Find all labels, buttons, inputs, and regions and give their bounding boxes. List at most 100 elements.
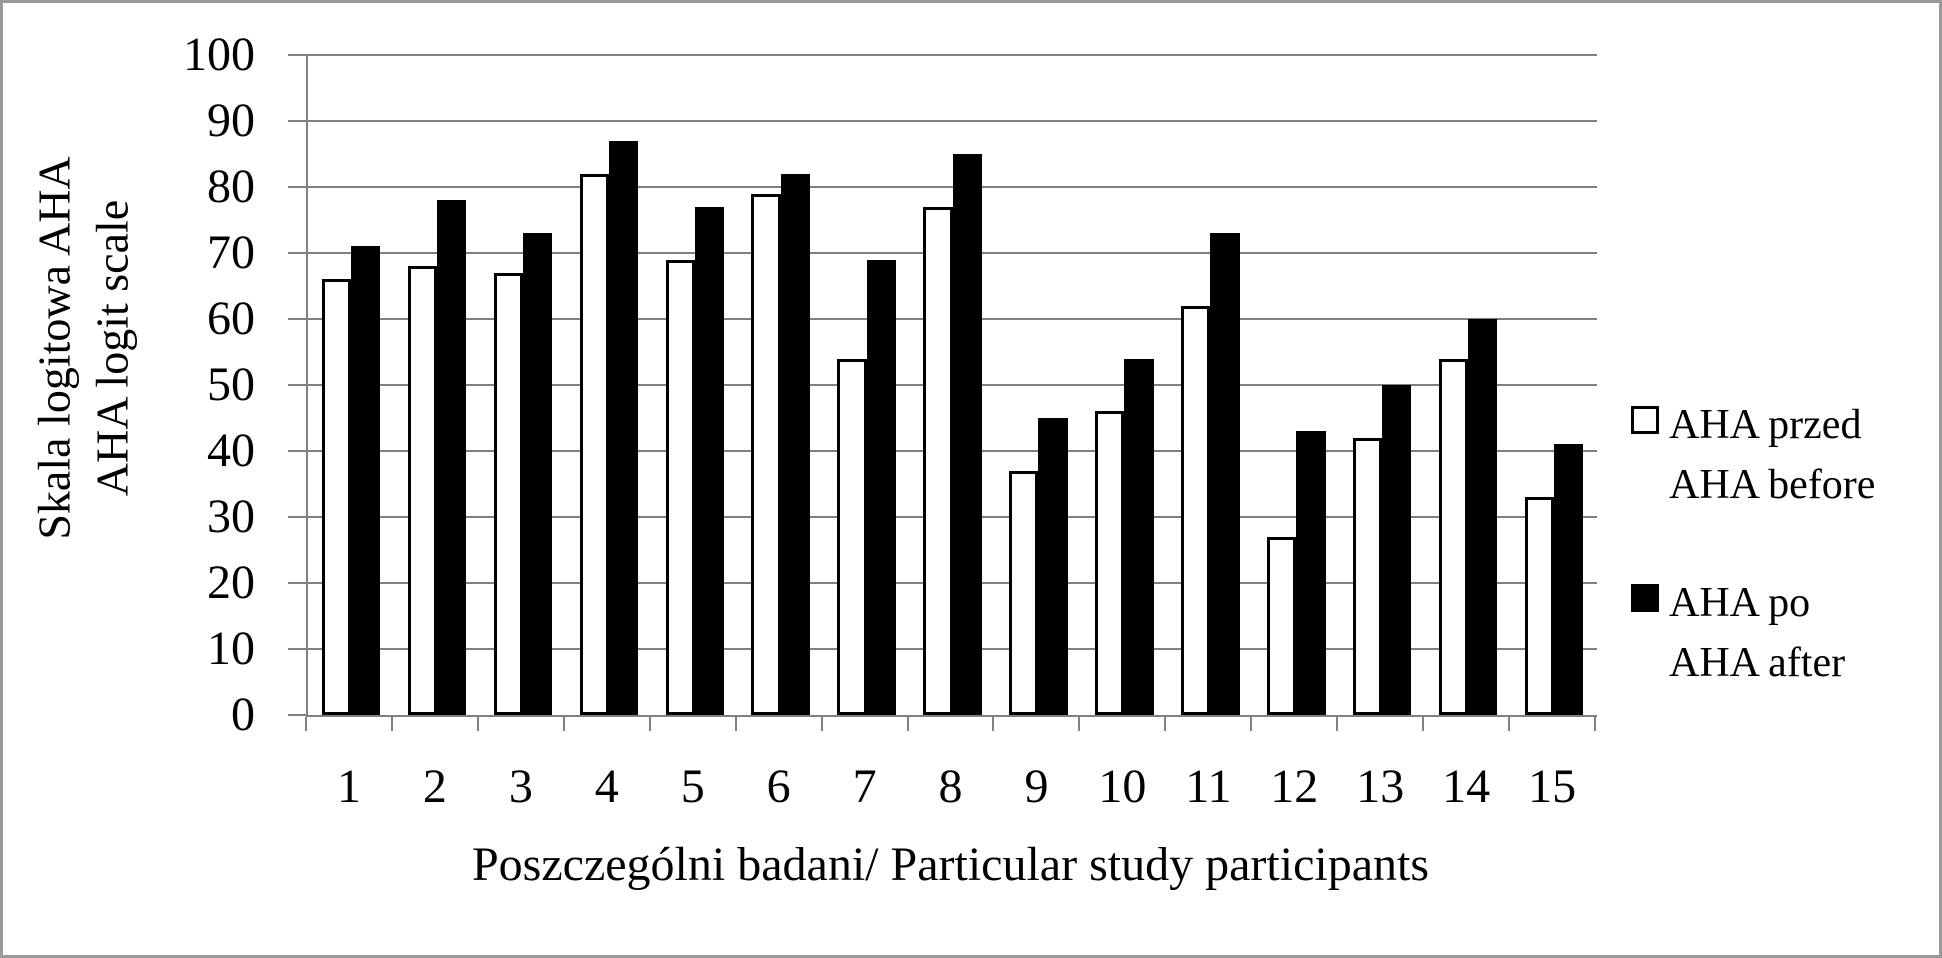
- bar-after-participant-12: [1296, 431, 1326, 715]
- bar-after-participant-15: [1554, 444, 1584, 715]
- y-tick-label-30: 30: [207, 490, 255, 543]
- x-tick-15: [1594, 717, 1596, 731]
- x-tick-label-9: 9: [1024, 760, 1049, 813]
- bar-before-participant-10: [1095, 411, 1125, 715]
- y-tick-10: [288, 648, 308, 650]
- x-tick-1: [390, 717, 393, 731]
- x-tick-label-11: 11: [1185, 760, 1232, 813]
- y-tick-label-70: 70: [207, 226, 255, 279]
- bar-after-participant-2: [436, 200, 467, 715]
- x-tick-11: [1250, 717, 1253, 731]
- legend-label-before: AHA przed AHA before: [1669, 395, 1875, 515]
- bars-row: [308, 55, 1597, 715]
- y-tick-90: [288, 120, 308, 122]
- bar-slot-11: [1167, 55, 1253, 715]
- x-tick-label-10: 10: [1098, 760, 1147, 813]
- bar-slot-9: [996, 55, 1082, 715]
- legend-swatch-after: [1631, 584, 1659, 612]
- x-axis-ticks: [305, 717, 1596, 733]
- x-tick-label-5: 5: [680, 760, 705, 813]
- x-tick-label-4: 4: [594, 760, 619, 813]
- x-tick-label-1: 1: [336, 760, 361, 813]
- x-tick-14: [1508, 717, 1511, 731]
- bar-before-participant-1: [321, 279, 351, 715]
- bar-slot-8: [910, 55, 996, 715]
- bar-before-participant-8: [923, 206, 953, 715]
- bar-slot-1: [308, 55, 394, 715]
- y-tick-0: [288, 714, 308, 716]
- y-tick-label-50: 50: [207, 358, 255, 411]
- bar-slot-13: [1339, 55, 1425, 715]
- bar-after-participant-7: [866, 259, 896, 715]
- y-tick-20: [288, 582, 308, 584]
- x-tick-label-15: 15: [1528, 760, 1577, 813]
- bar-slot-4: [566, 55, 652, 715]
- bar-slot-10: [1081, 55, 1167, 715]
- x-tick-2: [476, 717, 479, 731]
- x-tick-label-14: 14: [1442, 760, 1491, 813]
- y-tick-label-60: 60: [207, 292, 255, 345]
- bar-after-participant-8: [952, 154, 982, 715]
- legend-label-before-line-1: AHA przed: [1669, 402, 1862, 448]
- bar-after-participant-5: [694, 206, 724, 715]
- legend-entry-after: AHA po AHA after: [1631, 573, 1931, 693]
- bar-slot-5: [652, 55, 738, 715]
- x-tick-label-13: 13: [1356, 760, 1405, 813]
- bar-slot-7: [824, 55, 910, 715]
- y-tick-100: [288, 54, 308, 56]
- bar-slot-2: [394, 55, 480, 715]
- chart-legend: AHA przed AHA before AHA po AHA after: [1631, 395, 1931, 751]
- bar-after-participant-9: [1038, 418, 1068, 715]
- bar-slot-14: [1425, 55, 1511, 715]
- bar-after-participant-10: [1124, 358, 1154, 715]
- y-tick-60: [288, 318, 308, 320]
- bar-slot-6: [738, 55, 824, 715]
- y-tick-label-10: 10: [207, 622, 255, 675]
- bar-after-participant-3: [522, 233, 553, 715]
- x-tick-9: [1078, 717, 1081, 731]
- bar-before-participant-2: [407, 266, 437, 715]
- bar-before-participant-14: [1438, 358, 1469, 715]
- y-tick-label-40: 40: [207, 424, 255, 477]
- bar-before-participant-7: [837, 358, 867, 715]
- x-tick-label-3: 3: [508, 760, 533, 813]
- x-tick-5: [734, 717, 737, 731]
- y-axis-tick-labels: 0 10 20 30 40 50 60 70 80 90 100: [123, 3, 273, 955]
- legend-entry-before: AHA przed AHA before: [1631, 395, 1931, 515]
- bar-before-participant-15: [1524, 497, 1555, 715]
- x-tick-13: [1422, 717, 1425, 731]
- bar-slot-3: [480, 55, 566, 715]
- bar-before-participant-13: [1353, 437, 1383, 715]
- x-tick-label-2: 2: [422, 760, 447, 813]
- y-tick-80: [288, 186, 308, 188]
- y-tick-40: [288, 450, 308, 452]
- x-tick-12: [1336, 717, 1339, 731]
- y-tick-label-100: 100: [183, 28, 255, 81]
- bar-before-participant-4: [579, 173, 609, 715]
- gridline-80: [308, 186, 1597, 188]
- bar-after-participant-13: [1382, 385, 1412, 715]
- bar-after-participant-6: [780, 173, 810, 715]
- legend-label-after: AHA po AHA after: [1669, 573, 1845, 693]
- bar-before-participant-12: [1267, 536, 1297, 715]
- y-axis-title-line-1: Skala logitowa AHA: [28, 156, 80, 540]
- y-tick-label-0: 0: [231, 688, 255, 741]
- x-axis-title: Poszczególni badani/ Particular study pa…: [471, 838, 1430, 891]
- y-tick-30: [288, 516, 308, 518]
- x-tick-label-8: 8: [938, 760, 963, 813]
- legend-swatch-before: [1631, 406, 1659, 434]
- y-tick-label-90: 90: [207, 94, 255, 147]
- x-tick-label-7: 7: [852, 760, 877, 813]
- x-tick-4: [648, 717, 651, 731]
- legend-label-before-line-2: AHA before: [1669, 462, 1876, 508]
- x-tick-label-12: 12: [1270, 760, 1319, 813]
- x-tick-3: [562, 717, 565, 731]
- bar-after-participant-14: [1468, 319, 1498, 715]
- y-tick-70: [288, 252, 308, 254]
- bar-before-participant-11: [1181, 305, 1211, 715]
- bar-slot-12: [1253, 55, 1339, 715]
- bar-before-participant-6: [751, 193, 781, 715]
- legend-label-after-line-2: AHA after: [1669, 640, 1846, 686]
- gridline-90: [308, 120, 1597, 122]
